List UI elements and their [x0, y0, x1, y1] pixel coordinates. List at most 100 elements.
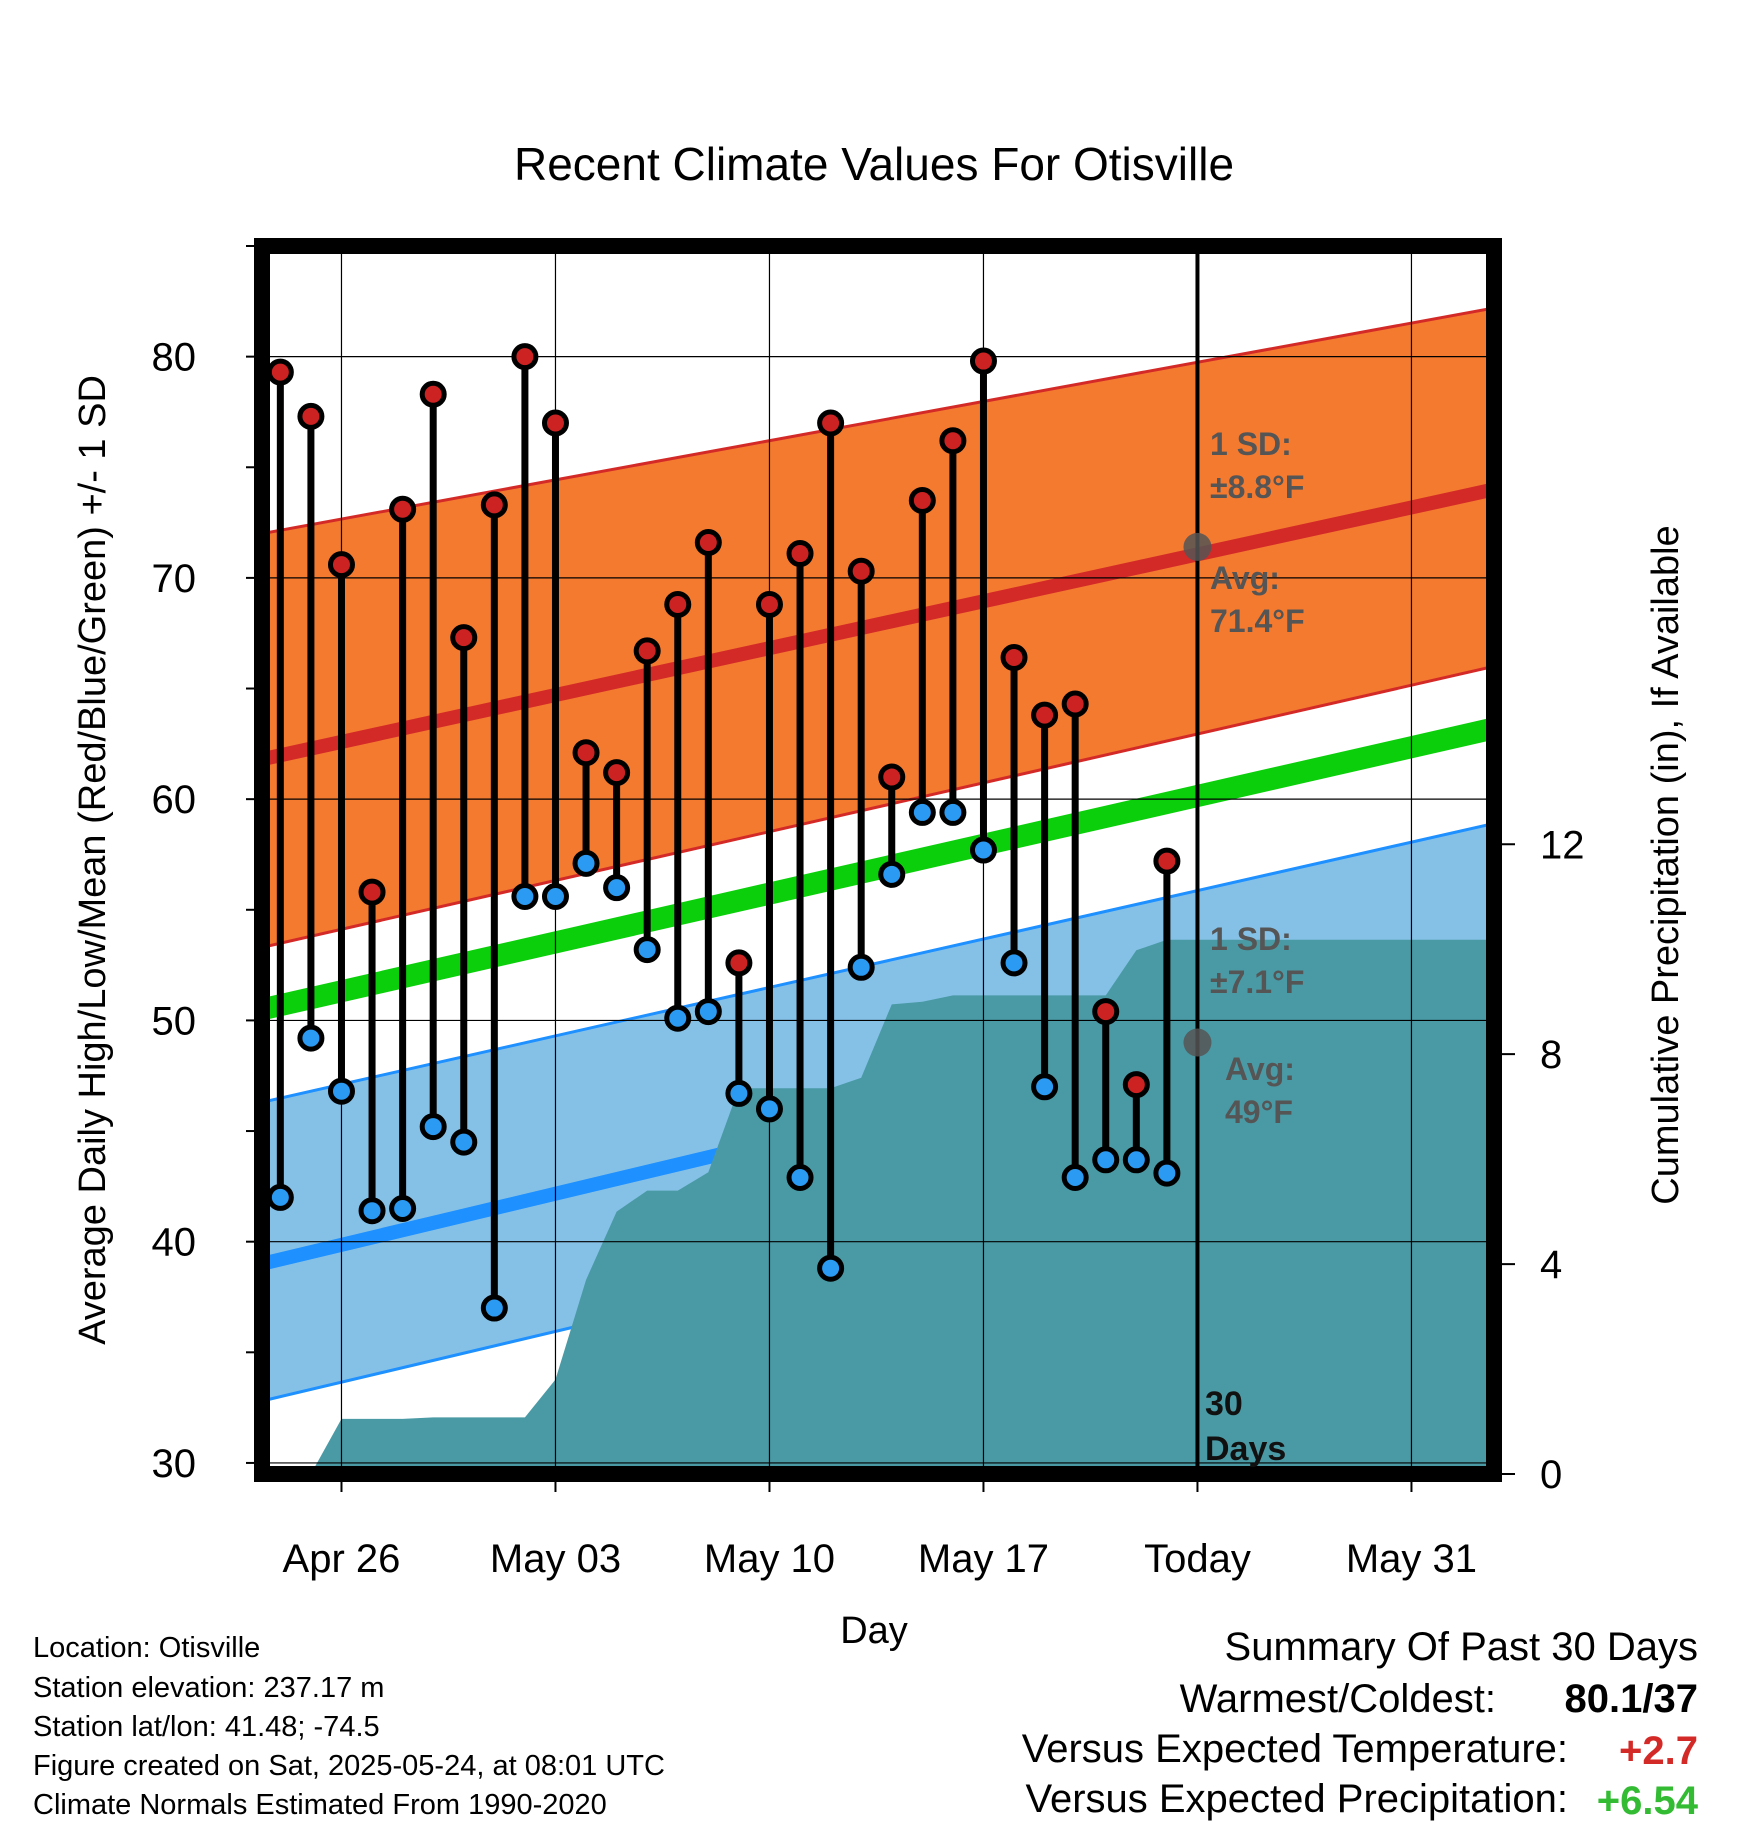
x-tick-label: Apr 26: [283, 1537, 401, 1581]
daily-high-point: [358, 878, 386, 906]
daily-high-point: [572, 739, 600, 767]
y-tick-label: 60: [152, 778, 197, 822]
y-tick-label: 70: [152, 557, 197, 601]
daily-low-point: [969, 836, 997, 864]
daily-low-point: [1092, 1146, 1120, 1174]
daily-low-point: [480, 1294, 508, 1322]
svg-text:Versus Expected Precipitation:: Versus Expected Precipitation:: [1025, 1777, 1568, 1821]
daily-low-point: [755, 1095, 783, 1123]
daily-high-point: [908, 486, 936, 514]
daily-high-point: [419, 380, 447, 408]
daily-low-point: [1000, 949, 1028, 977]
daily-high-point: [1122, 1071, 1150, 1099]
daily-low-point: [694, 998, 722, 1026]
svg-text:Days: Days: [1205, 1430, 1286, 1468]
daily-high-point: [327, 551, 355, 579]
daily-low-point: [664, 1004, 692, 1032]
svg-text:Climate Normals Estimated From: Climate Normals Estimated From 1990-2020: [33, 1789, 607, 1821]
daily-high-point: [511, 343, 539, 371]
x-tick-label: May 31: [1346, 1537, 1477, 1581]
y-tick-label: 30: [152, 1442, 197, 1486]
daily-low-point: [725, 1079, 753, 1107]
svg-text:80.1/37: 80.1/37: [1565, 1677, 1698, 1721]
daily-low-point: [1061, 1164, 1089, 1192]
daily-high-point: [389, 495, 417, 523]
station-info: Location: Otisville Station elevation: 2…: [33, 1632, 665, 1821]
daily-high-point: [817, 409, 845, 437]
daily-high-point: [1000, 644, 1028, 672]
daily-high-point: [694, 528, 722, 556]
daily-high-point: [297, 402, 325, 430]
plot-frame: [254, 238, 1502, 1482]
daily-high-point: [1153, 847, 1181, 875]
daily-low-point: [1031, 1073, 1059, 1101]
x-tick-label: May 03: [490, 1537, 621, 1581]
low-avg-annotation: Avg: 49°F: [1225, 1051, 1295, 1130]
daily-high-point: [878, 763, 906, 791]
daily-low-point: [603, 874, 631, 902]
daily-high-point: [1092, 998, 1120, 1026]
svg-text:1 SD:: 1 SD:: [1210, 426, 1292, 462]
svg-text:Station lat/lon: 41.48; -74.5: Station lat/lon: 41.48; -74.5: [33, 1711, 380, 1743]
daily-high-point: [786, 540, 814, 568]
daily-high-point: [664, 590, 692, 618]
daily-low-point: [1122, 1146, 1150, 1174]
low-sd-annotation: 1 SD: ±7.1°F: [1210, 921, 1304, 1000]
x-tick-label: May 10: [704, 1537, 835, 1581]
daily-high-point: [480, 491, 508, 519]
daily-low-point: [297, 1024, 325, 1052]
daily-low-point: [327, 1077, 355, 1105]
normal-mean-line: [262, 717, 1494, 1021]
high-sd-band-upper-edge: [262, 306, 1494, 536]
svg-text:+2.7: +2.7: [1619, 1729, 1698, 1773]
svg-text:1 SD:: 1 SD:: [1210, 921, 1292, 957]
y2-tick-label: 4: [1540, 1243, 1562, 1287]
x-tick-label: May 17: [918, 1537, 1049, 1581]
x-axis-label: Day: [840, 1610, 908, 1652]
x-tick-label: Today: [1144, 1537, 1251, 1581]
low-sd-band-upper-edge: [262, 822, 1494, 1104]
daily-low-point: [847, 953, 875, 981]
daily-high-point: [450, 624, 478, 652]
y2-tick-label: 8: [1540, 1033, 1562, 1077]
svg-text:Figure created on Sat, 2025-05: Figure created on Sat, 2025-05-24, at 08…: [33, 1750, 665, 1782]
daily-high-point: [847, 557, 875, 585]
daily-high-point: [939, 427, 967, 455]
daily-high-point: [1031, 701, 1059, 729]
high-avg-marker: [1183, 532, 1212, 561]
high-sd-band-lower-edge: [262, 664, 1494, 949]
daily-low-point: [450, 1128, 478, 1156]
svg-text:Avg:: Avg:: [1225, 1051, 1295, 1087]
precipitation-area: [280, 939, 1494, 1474]
daily-low-point: [541, 883, 569, 911]
daily-high-point: [1061, 690, 1089, 718]
svg-text:±8.8°F: ±8.8°F: [1210, 469, 1304, 505]
days-annotation: 30 Days: [1205, 1385, 1286, 1468]
daily-low-point: [939, 798, 967, 826]
svg-text:49°F: 49°F: [1225, 1094, 1293, 1130]
daily-high-point: [755, 590, 783, 618]
daily-high-point: [266, 358, 294, 386]
daily-low-point: [419, 1113, 447, 1141]
high-sd-annotation: 1 SD: ±8.8°F: [1210, 426, 1304, 505]
svg-text:±7.1°F: ±7.1°F: [1210, 964, 1304, 1000]
daily-low-point: [511, 883, 539, 911]
y2-axis-label: Cumulative Precipitation (in), If Availa…: [1645, 525, 1687, 1204]
summary-panel: Summary Of Past 30 Days Warmest/Coldest:…: [1022, 1625, 1699, 1823]
svg-text:Warmest/Coldest:: Warmest/Coldest:: [1180, 1677, 1496, 1721]
y2-tick-label: 12: [1540, 823, 1585, 867]
daily-high-point: [541, 409, 569, 437]
normal-high-line: [262, 482, 1494, 767]
daily-low-point: [908, 798, 936, 826]
svg-text:30: 30: [1205, 1385, 1243, 1423]
y-tick-label: 50: [152, 999, 197, 1043]
svg-text:Location: Otisville: Location: Otisville: [33, 1632, 260, 1664]
svg-text:71.4°F: 71.4°F: [1210, 603, 1305, 639]
daily-low-point: [389, 1194, 417, 1222]
daily-low-point: [786, 1164, 814, 1192]
svg-text:Summary Of Past 30 Days: Summary Of Past 30 Days: [1225, 1625, 1698, 1669]
y-tick-label: 40: [152, 1221, 197, 1265]
daily-low-point: [358, 1197, 386, 1225]
svg-text:Avg:: Avg:: [1210, 560, 1280, 596]
daily-low-point: [633, 936, 661, 964]
